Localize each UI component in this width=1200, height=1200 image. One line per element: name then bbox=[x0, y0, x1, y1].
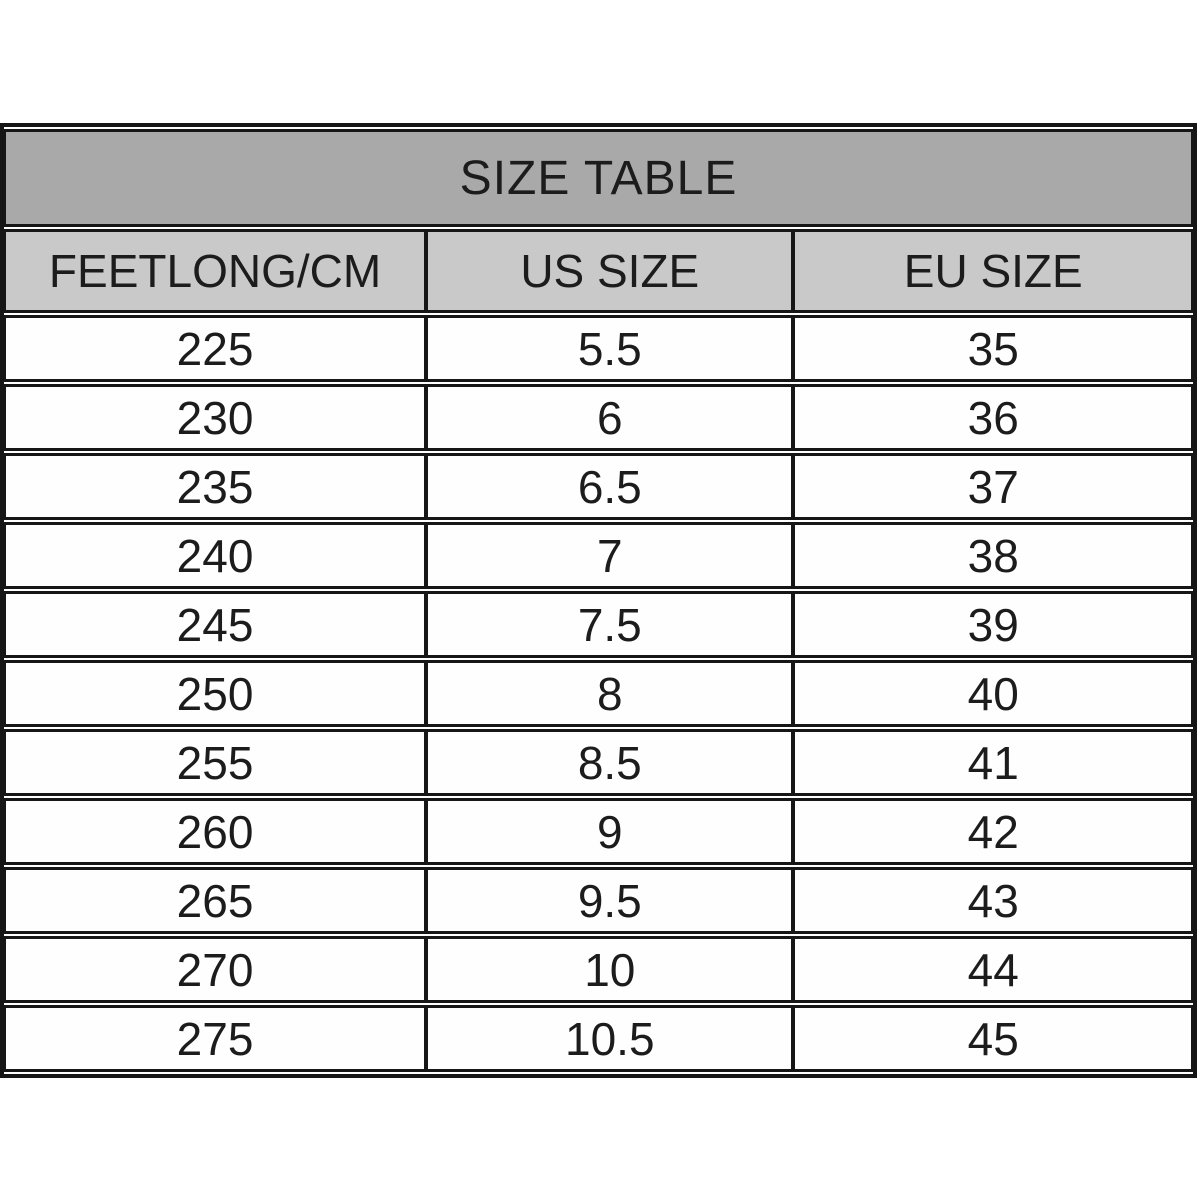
cell-feetlong: 270 bbox=[4, 936, 427, 1003]
column-header-us-size: US SIZE bbox=[426, 229, 794, 313]
cell-us-size: 7.5 bbox=[426, 591, 794, 658]
cell-eu-size: 45 bbox=[793, 1005, 1193, 1072]
cell-eu-size: 38 bbox=[793, 522, 1193, 589]
cell-eu-size: 43 bbox=[793, 867, 1193, 934]
size-table-container: SIZE TABLE FEETLONG/CM US SIZE EU SIZE 2… bbox=[0, 123, 1197, 1078]
cell-eu-size: 42 bbox=[793, 798, 1193, 865]
column-header-eu-size: EU SIZE bbox=[793, 229, 1193, 313]
cell-eu-size: 37 bbox=[793, 453, 1193, 520]
cell-feetlong: 245 bbox=[4, 591, 427, 658]
cell-feetlong: 255 bbox=[4, 729, 427, 796]
title-row: SIZE TABLE bbox=[4, 129, 1193, 227]
cell-eu-size: 40 bbox=[793, 660, 1193, 727]
cell-us-size: 10 bbox=[426, 936, 794, 1003]
cell-eu-size: 36 bbox=[793, 384, 1193, 451]
cell-feetlong: 265 bbox=[4, 867, 427, 934]
cell-feetlong: 225 bbox=[4, 315, 427, 382]
table-row: 270 10 44 bbox=[4, 936, 1193, 1003]
table-row: 260 9 42 bbox=[4, 798, 1193, 865]
cell-feetlong: 275 bbox=[4, 1005, 427, 1072]
cell-feetlong: 250 bbox=[4, 660, 427, 727]
cell-feetlong: 260 bbox=[4, 798, 427, 865]
size-table: SIZE TABLE FEETLONG/CM US SIZE EU SIZE 2… bbox=[0, 123, 1197, 1078]
column-header-feetlong-cm: FEETLONG/CM bbox=[4, 229, 427, 313]
cell-feetlong: 230 bbox=[4, 384, 427, 451]
table-row: 240 7 38 bbox=[4, 522, 1193, 589]
cell-eu-size: 35 bbox=[793, 315, 1193, 382]
table-row: 265 9.5 43 bbox=[4, 867, 1193, 934]
table-row: 245 7.5 39 bbox=[4, 591, 1193, 658]
table-row: 255 8.5 41 bbox=[4, 729, 1193, 796]
table-title: SIZE TABLE bbox=[4, 129, 1193, 227]
table-row: 235 6.5 37 bbox=[4, 453, 1193, 520]
cell-us-size: 8.5 bbox=[426, 729, 794, 796]
cell-us-size: 9 bbox=[426, 798, 794, 865]
cell-us-size: 8 bbox=[426, 660, 794, 727]
cell-us-size: 7 bbox=[426, 522, 794, 589]
cell-us-size: 9.5 bbox=[426, 867, 794, 934]
cell-eu-size: 44 bbox=[793, 936, 1193, 1003]
cell-us-size: 5.5 bbox=[426, 315, 794, 382]
table-row: 250 8 40 bbox=[4, 660, 1193, 727]
table-row: 275 10.5 45 bbox=[4, 1005, 1193, 1072]
cell-feetlong: 240 bbox=[4, 522, 427, 589]
cell-us-size: 10.5 bbox=[426, 1005, 794, 1072]
table-row: 225 5.5 35 bbox=[4, 315, 1193, 382]
cell-eu-size: 39 bbox=[793, 591, 1193, 658]
cell-eu-size: 41 bbox=[793, 729, 1193, 796]
cell-feetlong: 235 bbox=[4, 453, 427, 520]
table-row: 230 6 36 bbox=[4, 384, 1193, 451]
cell-us-size: 6 bbox=[426, 384, 794, 451]
cell-us-size: 6.5 bbox=[426, 453, 794, 520]
header-row: FEETLONG/CM US SIZE EU SIZE bbox=[4, 229, 1193, 313]
